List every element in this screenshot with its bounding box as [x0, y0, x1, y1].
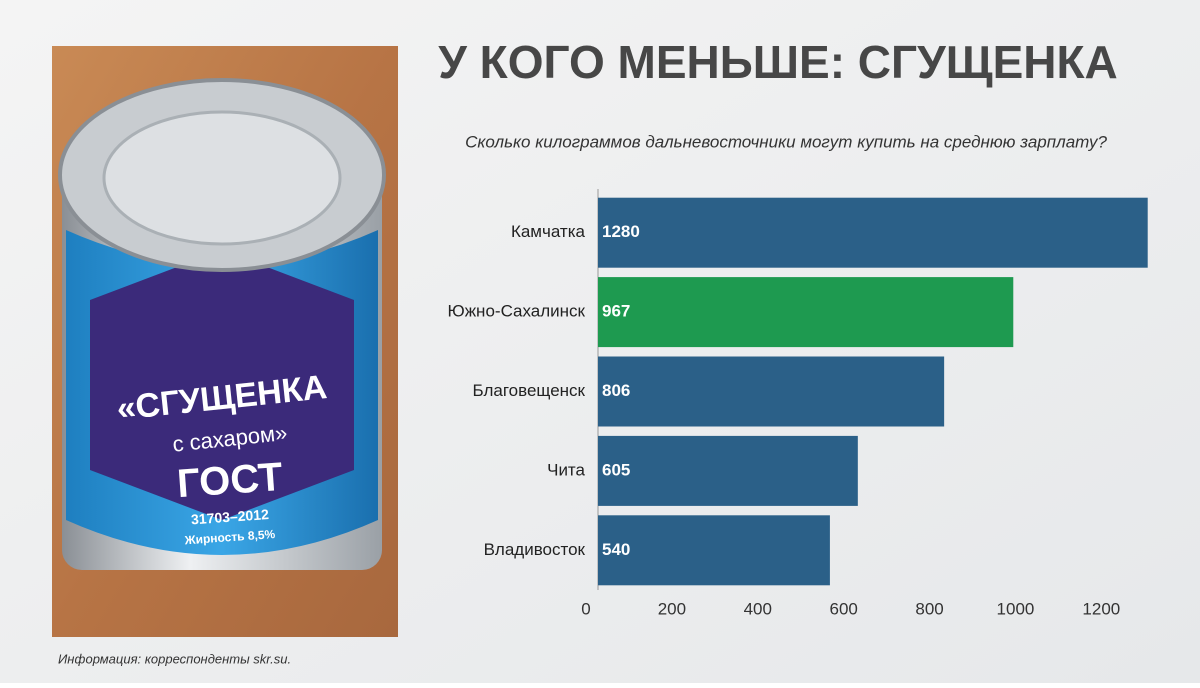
x-tick-label: 800 — [915, 599, 943, 618]
value-label: 806 — [602, 381, 630, 400]
chart-subtitle: Сколько килограммов дальневосточники мог… — [465, 132, 1107, 151]
can-text: 31703–2012 — [191, 506, 270, 527]
category-label: Южно-Сахалинск — [448, 302, 586, 321]
photo: «СГУЩЕНКА с сахаром» ГОСТ 31703–2012 Жир… — [52, 46, 398, 637]
value-label: 540 — [602, 540, 630, 559]
bar — [598, 515, 830, 586]
x-tick-label: 600 — [829, 599, 857, 618]
bar — [598, 277, 1014, 348]
bar — [598, 435, 858, 506]
category-label: Владивосток — [484, 540, 586, 559]
footer: Информация: корреспонденты skr.su. — [58, 651, 291, 666]
x-tick-label: 0 — [581, 599, 590, 618]
x-tick-label: 200 — [658, 599, 686, 618]
can-lid-ring — [102, 110, 342, 246]
category-label: Камчатка — [511, 222, 586, 241]
value-label: 1280 — [602, 222, 640, 241]
value-label: 605 — [602, 460, 630, 479]
category-label: Благовещенск — [473, 381, 586, 400]
value-label: 967 — [602, 302, 630, 321]
can-text: ГОСТ — [176, 455, 284, 506]
bar — [598, 197, 1148, 268]
can-label-shape — [90, 250, 354, 520]
x-tick-label: 1200 — [1082, 599, 1120, 618]
can-text: Жирность 8,5% — [183, 527, 276, 547]
x-tick-label: 1000 — [997, 599, 1035, 618]
chart-title: У КОГО МЕНЬШЕ: СГУЩЕНКА — [438, 36, 1118, 88]
bar — [598, 356, 945, 427]
x-tick-label: 400 — [744, 599, 772, 618]
category-label: Чита — [547, 460, 585, 479]
